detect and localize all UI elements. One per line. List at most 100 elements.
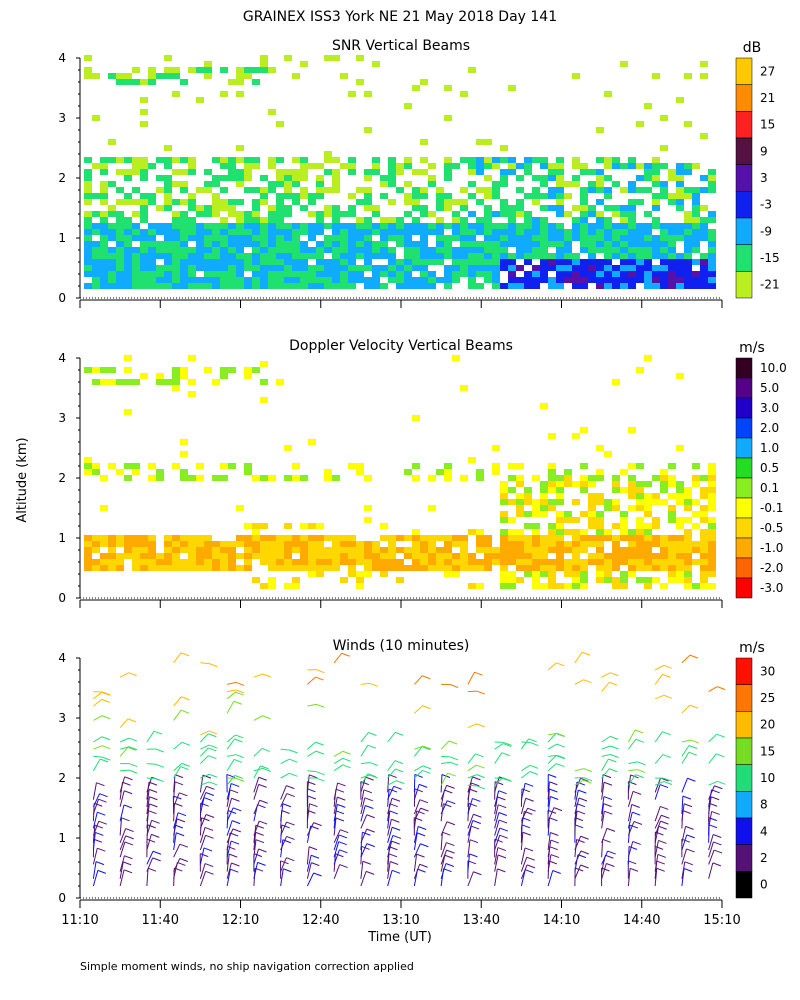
heatmap-cell xyxy=(308,229,316,235)
heatmap-cell xyxy=(596,235,604,241)
heatmap-cell xyxy=(620,253,628,259)
heatmap-cell xyxy=(324,283,332,289)
heatmap-cell xyxy=(228,157,236,163)
heatmap-cell xyxy=(260,61,268,67)
wind-barb xyxy=(200,744,210,750)
heatmap-cell xyxy=(388,559,396,565)
heatmap-cell xyxy=(172,463,180,469)
x-tick-label: 13:10 xyxy=(382,913,419,928)
heatmap-cell xyxy=(444,277,452,283)
wind-barb xyxy=(387,827,393,843)
wind-barb-flag xyxy=(235,734,244,739)
wind-barb-flag xyxy=(635,738,645,743)
wind-barb xyxy=(654,694,665,700)
wind-barb-flag xyxy=(681,838,691,843)
heatmap-cell xyxy=(260,241,268,247)
heatmap-cell xyxy=(700,565,708,571)
wind-barb-flag xyxy=(201,817,210,822)
heatmap-cell xyxy=(196,97,204,103)
wind-barb xyxy=(199,775,204,793)
wind-barb-flag xyxy=(443,803,452,808)
heatmap-cell xyxy=(492,559,500,565)
x-tick-label: 12:40 xyxy=(302,913,339,928)
heatmap-cell xyxy=(212,205,220,211)
wind-barb-flag xyxy=(497,854,507,859)
heatmap-cell xyxy=(540,181,548,187)
wind-barb-flag xyxy=(527,807,536,812)
wind-barb-flag xyxy=(553,807,563,812)
wind-barb-flag xyxy=(181,762,190,767)
heatmap-cell xyxy=(548,505,556,511)
heatmap-cell xyxy=(484,211,492,217)
heatmap-cell xyxy=(596,511,604,517)
heatmap-cell xyxy=(596,559,604,565)
heatmap-cell xyxy=(572,175,580,181)
heatmap-cell xyxy=(676,283,684,289)
heatmap-cell xyxy=(244,547,252,553)
wind-barb xyxy=(280,772,290,779)
wind-barb-flag xyxy=(335,788,345,793)
wind-barb-flag xyxy=(470,825,480,830)
heatmap-cell xyxy=(220,559,228,565)
heatmap-cell xyxy=(268,577,276,583)
wind-barb xyxy=(520,857,528,872)
heatmap-cell xyxy=(700,205,708,211)
heatmap-cell xyxy=(500,247,508,253)
wind-barb xyxy=(520,847,526,865)
heatmap-cell xyxy=(204,187,212,193)
wind-barb xyxy=(574,651,583,664)
heatmap-cell xyxy=(564,583,572,589)
heatmap-cell xyxy=(572,229,580,235)
heatmap-cell xyxy=(676,487,684,493)
wind-barb xyxy=(708,862,714,879)
wind-barb xyxy=(681,745,690,757)
heatmap-cell xyxy=(492,547,500,553)
heatmap-cell xyxy=(84,229,92,235)
heatmap-cell xyxy=(412,535,420,541)
heatmap-cell xyxy=(348,259,356,265)
heatmap-cell xyxy=(484,553,492,559)
wind-barb-flag xyxy=(233,700,243,705)
heatmap-cell xyxy=(596,517,604,523)
heatmap-cell xyxy=(532,553,540,559)
heatmap-cell xyxy=(332,535,340,541)
heatmap-cell xyxy=(220,223,228,229)
y-tick-label: 0 xyxy=(58,891,66,905)
heatmap-cell xyxy=(252,247,260,253)
heatmap-cell xyxy=(268,181,276,187)
heatmap-cell xyxy=(404,253,412,259)
heatmap-cell xyxy=(420,547,428,553)
heatmap-cell xyxy=(244,553,252,559)
heatmap-cell xyxy=(316,553,324,559)
heatmap-cell xyxy=(484,139,492,145)
heatmap-cell xyxy=(220,547,228,553)
heatmap-cell xyxy=(196,463,204,469)
heatmap-cell xyxy=(636,265,644,271)
wind-barb xyxy=(494,752,503,764)
heatmap-cell xyxy=(236,157,244,163)
heatmap-cell xyxy=(292,565,300,571)
heatmap-cell xyxy=(148,247,156,253)
heatmap-cell xyxy=(212,199,220,205)
wind-barb-flag xyxy=(389,810,399,815)
wind-barb-flag xyxy=(658,825,667,830)
panel-2: Doppler Velocity Vertical Beams01234m/s1… xyxy=(58,338,787,608)
heatmap-cell xyxy=(388,247,396,253)
heatmap-cell xyxy=(340,73,348,79)
heatmap-cell xyxy=(132,553,140,559)
heatmap-cell xyxy=(580,205,588,211)
wind-barb xyxy=(93,698,103,707)
heatmap-cell xyxy=(692,205,700,211)
heatmap-cell xyxy=(164,223,172,229)
heatmap-cell xyxy=(500,583,508,589)
heatmap-cell xyxy=(164,283,172,289)
heatmap-cell xyxy=(588,241,596,247)
heatmap-cell xyxy=(692,283,700,289)
heatmap-cell xyxy=(436,547,444,553)
heatmap-cell xyxy=(412,217,420,223)
heatmap-cell xyxy=(484,193,492,199)
heatmap-cell xyxy=(300,553,308,559)
heatmap-cell xyxy=(564,547,572,553)
x-tick-label: 12:10 xyxy=(222,913,259,928)
heatmap-cell xyxy=(244,211,252,217)
